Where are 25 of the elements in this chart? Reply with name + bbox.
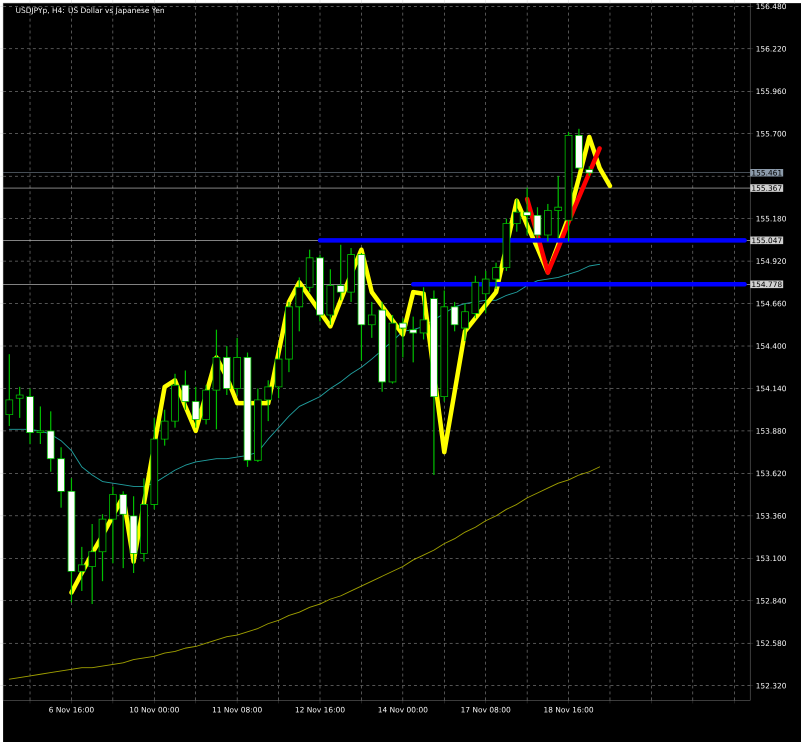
candlestick — [192, 386, 200, 428]
candlestick — [534, 206, 542, 239]
candlestick — [295, 276, 304, 332]
candlestick — [78, 546, 86, 592]
candlestick — [523, 186, 531, 236]
candlestick — [36, 406, 44, 444]
candlestick — [554, 175, 562, 239]
candlestick — [420, 286, 428, 340]
candlestick — [512, 198, 521, 232]
candlestick — [88, 523, 96, 605]
candlestick — [368, 301, 376, 338]
candlestick — [336, 244, 345, 301]
candlestick — [585, 166, 594, 177]
candlestick — [16, 386, 24, 418]
candlestick — [399, 318, 407, 358]
candlestick — [492, 262, 500, 290]
candlestick — [264, 380, 272, 422]
candlestick — [461, 302, 469, 342]
candlestick — [409, 316, 418, 363]
candlestick — [450, 301, 458, 332]
line-series — [8, 466, 600, 680]
candlestick — [160, 408, 168, 446]
candlestick — [119, 490, 128, 569]
candlestick — [482, 270, 490, 314]
candlestick — [182, 370, 190, 410]
